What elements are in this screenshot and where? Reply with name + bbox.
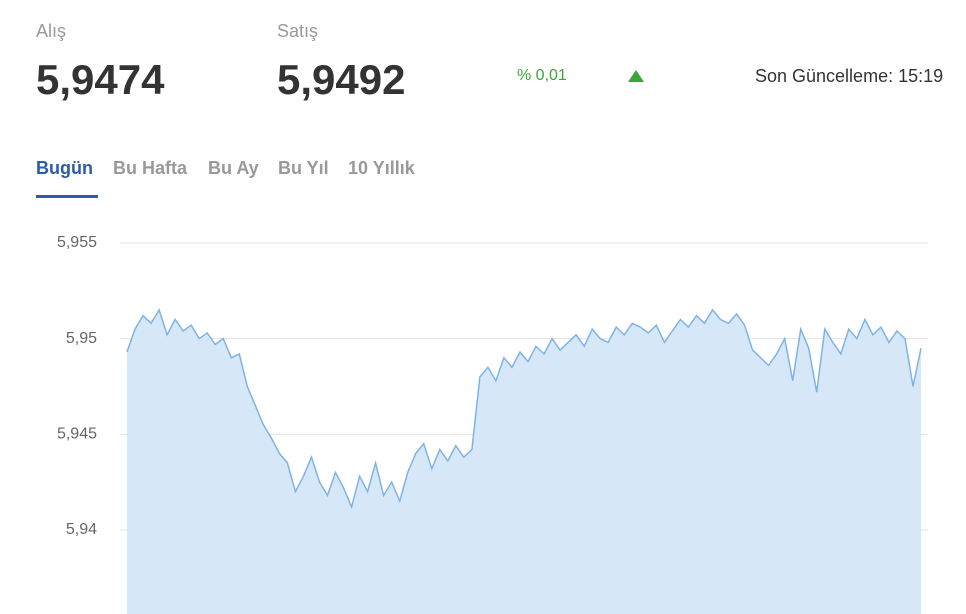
y-tick-label: 5,945 [57,425,97,442]
tab[interactable]: 10 Yıllık [348,158,415,178]
change: % 0,01 [517,67,567,84]
buy-value: 5,9474 [36,56,165,103]
last-updated: Son Güncelleme: 15:19 [755,66,944,86]
tab-underline [36,195,98,198]
tab[interactable]: Bu Ay [208,158,259,178]
buy-label: Alış [36,21,67,41]
tab[interactable]: Bu Yıl [278,158,329,178]
sell-label: Satış [277,21,319,41]
y-tick-label: 5,955 [57,234,97,251]
up-arrow [628,70,644,82]
y-tick-label: 5,95 [66,330,97,347]
area [127,309,921,614]
line [126,308,922,510]
y-tick-label: 5,94 [66,521,97,538]
tab[interactable]: Bu Hafta [113,158,188,178]
tab-active[interactable]: Bugün [36,158,93,178]
sell-value: 5,9492 [277,56,406,103]
